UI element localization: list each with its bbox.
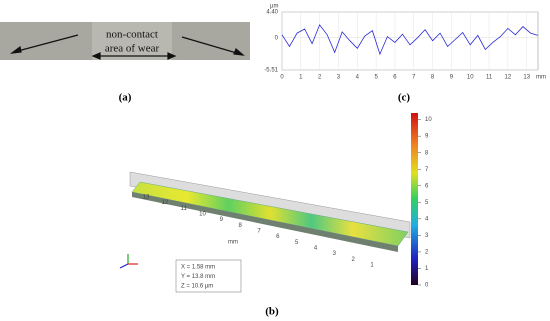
axis-tick-label: 1 xyxy=(370,263,374,269)
plot-frame xyxy=(281,11,539,71)
colorbar-label: 3 xyxy=(425,233,429,239)
axis-tick-label: 3 xyxy=(333,251,337,257)
axis-unit: mm xyxy=(228,240,238,246)
axis-tick-label: 4 xyxy=(314,246,318,252)
axis-tick-label: 12 xyxy=(161,200,168,206)
x-tick-label: 5 xyxy=(374,75,378,81)
x-tick-label: 4 xyxy=(356,75,360,81)
wear-area xyxy=(92,22,172,60)
profile-line xyxy=(281,24,539,56)
x-tick-label: 1 xyxy=(299,75,303,81)
axis-tick-label: 6 xyxy=(276,234,280,240)
y-tick-label: 0 xyxy=(275,35,279,41)
axis-tick-label: 7 xyxy=(257,229,261,235)
colorbar-label: 9 xyxy=(425,134,429,140)
axis-tick-label: 2 xyxy=(351,257,355,263)
x-tick-label: 7 xyxy=(412,75,416,81)
x-tick-label: 3 xyxy=(337,75,341,81)
x-tick-label: 9 xyxy=(450,75,454,81)
axis-tick-label: 10 xyxy=(199,212,206,218)
colorbar-label: 6 xyxy=(425,183,429,189)
colorbar-label: 8 xyxy=(425,150,429,156)
panel-label: (b) xyxy=(265,306,279,318)
colorbar-label: 7 xyxy=(425,167,429,173)
axis-tick-label: 5 xyxy=(295,240,299,246)
colorbar-label: 10 xyxy=(425,117,432,123)
panel-label: (a) xyxy=(119,92,132,104)
colorbar-label: 2 xyxy=(425,250,429,256)
info-text: Y = 13.8 mm xyxy=(181,274,215,280)
y-tick-label: 4.40 xyxy=(266,10,278,16)
axis-tick-label: 11 xyxy=(181,206,188,212)
surface-edge xyxy=(132,192,398,252)
colorbar xyxy=(411,113,418,285)
panel-label: (c) xyxy=(398,92,411,104)
colorbar-label: 5 xyxy=(425,200,429,206)
x-tick-label: 8 xyxy=(431,75,435,81)
axis-tick-label: 9 xyxy=(220,217,224,223)
colorbar-label: 4 xyxy=(425,216,429,222)
arrows xyxy=(9,34,245,60)
x-tick-label: 11 xyxy=(486,75,493,81)
x-tick-label: 6 xyxy=(393,75,397,81)
x-tick-label: 10 xyxy=(467,75,474,81)
info-text: X = 1.58 mm xyxy=(181,265,215,271)
y-tick-label: -5.51 xyxy=(264,68,278,74)
y-unit: µm xyxy=(270,4,278,10)
axes-icon xyxy=(119,254,138,269)
photo-label: non-contact xyxy=(106,29,158,41)
x-tick-label: 13 xyxy=(523,75,530,81)
axis-tick-label: 13 xyxy=(143,195,150,201)
colorbar-label: 1 xyxy=(425,266,429,272)
info-box xyxy=(175,259,242,293)
colorbar-label: 0 xyxy=(425,283,429,289)
x-tick-label: 2 xyxy=(318,75,322,81)
x-tick-label: 0 xyxy=(280,75,284,81)
photo-label: area of wear xyxy=(105,43,160,55)
info-text: Z = 10.6 µm xyxy=(181,284,213,290)
x-unit: mm xyxy=(536,75,546,81)
axis-tick-label: 8 xyxy=(238,223,242,229)
x-tick-label: 12 xyxy=(505,75,512,81)
